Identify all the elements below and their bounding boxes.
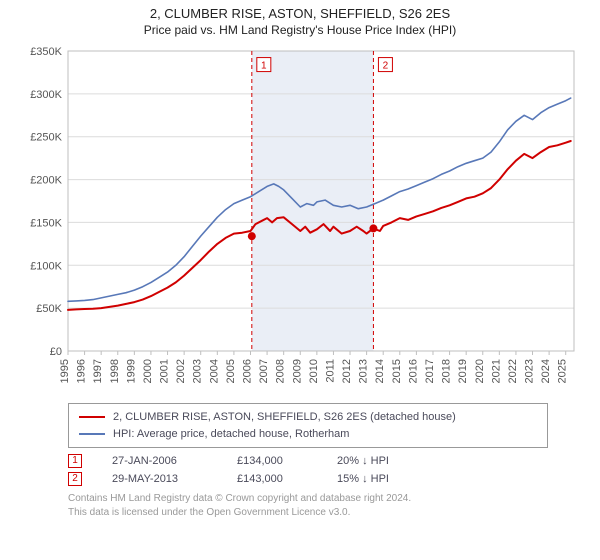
- svg-text:2009: 2009: [291, 359, 303, 383]
- svg-text:£150K: £150K: [30, 217, 62, 229]
- svg-text:2008: 2008: [275, 359, 287, 383]
- svg-text:£350K: £350K: [30, 46, 62, 58]
- svg-text:2004: 2004: [208, 359, 220, 383]
- sale-price: £134,000: [237, 455, 307, 467]
- svg-text:2023: 2023: [524, 359, 536, 383]
- sale-date: 27-JAN-2006: [112, 455, 207, 467]
- svg-text:2013: 2013: [358, 359, 370, 383]
- legend-row: HPI: Average price, detached house, Roth…: [79, 426, 537, 443]
- svg-text:2: 2: [383, 61, 389, 72]
- svg-text:£250K: £250K: [30, 132, 62, 144]
- svg-text:£200K: £200K: [30, 175, 62, 187]
- footer-attribution: Contains HM Land Registry data © Crown c…: [68, 492, 582, 519]
- svg-text:2003: 2003: [192, 359, 204, 383]
- svg-text:2016: 2016: [407, 359, 419, 383]
- legend-swatch: [79, 416, 105, 418]
- chart-subtitle: Price paid vs. HM Land Registry's House …: [18, 23, 582, 37]
- chart-container: 2, CLUMBER RISE, ASTON, SHEFFIELD, S26 2…: [0, 0, 600, 519]
- sale-delta: 20% ↓ HPI: [337, 455, 427, 467]
- sale-marker: 2: [68, 472, 82, 486]
- svg-text:1997: 1997: [92, 359, 104, 383]
- footer-line1: Contains HM Land Registry data © Crown c…: [68, 492, 582, 506]
- svg-text:£0: £0: [50, 346, 62, 358]
- legend-row: 2, CLUMBER RISE, ASTON, SHEFFIELD, S26 2…: [79, 409, 537, 426]
- sale-row: 2 29-MAY-2013 £143,000 15% ↓ HPI: [68, 472, 582, 486]
- svg-text:2007: 2007: [258, 359, 270, 383]
- svg-text:2020: 2020: [474, 359, 486, 383]
- svg-text:2015: 2015: [391, 359, 403, 383]
- chart-title: 2, CLUMBER RISE, ASTON, SHEFFIELD, S26 2…: [18, 6, 582, 21]
- svg-text:2000: 2000: [142, 359, 154, 383]
- svg-text:2010: 2010: [308, 359, 320, 383]
- sale-date: 29-MAY-2013: [112, 473, 207, 485]
- svg-text:2022: 2022: [507, 359, 519, 383]
- svg-text:2024: 2024: [540, 359, 552, 383]
- svg-text:2017: 2017: [424, 359, 436, 383]
- svg-text:1998: 1998: [109, 359, 121, 383]
- svg-text:2021: 2021: [490, 359, 502, 383]
- svg-text:1: 1: [261, 61, 267, 72]
- sale-price: £143,000: [237, 473, 307, 485]
- sales-table: 1 27-JAN-2006 £134,000 20% ↓ HPI 2 29-MAY-201…: [68, 454, 582, 486]
- svg-text:1996: 1996: [76, 359, 88, 383]
- legend-swatch: [79, 433, 105, 435]
- svg-text:2025: 2025: [557, 359, 569, 383]
- svg-text:2014: 2014: [374, 359, 386, 383]
- svg-text:2011: 2011: [324, 359, 336, 383]
- svg-text:1995: 1995: [59, 359, 71, 383]
- svg-text:2001: 2001: [159, 359, 171, 383]
- svg-text:2002: 2002: [175, 359, 187, 383]
- legend-label: HPI: Average price, detached house, Roth…: [113, 426, 349, 443]
- svg-text:£300K: £300K: [30, 89, 62, 101]
- svg-text:1999: 1999: [125, 359, 137, 383]
- sale-marker: 1: [68, 454, 82, 468]
- svg-text:2005: 2005: [225, 359, 237, 383]
- sale-row: 1 27-JAN-2006 £134,000 20% ↓ HPI: [68, 454, 582, 468]
- legend-label: 2, CLUMBER RISE, ASTON, SHEFFIELD, S26 2…: [113, 409, 456, 426]
- sale-delta: 15% ↓ HPI: [337, 473, 427, 485]
- svg-text:£100K: £100K: [30, 260, 62, 272]
- svg-text:2019: 2019: [457, 359, 469, 383]
- svg-text:£50K: £50K: [36, 303, 62, 315]
- chart-plot: £0 £50K £100K £150K £200K £250K £300K £350K 1995…: [18, 43, 582, 399]
- svg-text:2018: 2018: [441, 359, 453, 383]
- svg-text:2012: 2012: [341, 359, 353, 383]
- footer-line2: This data is licensed under the Open Gov…: [68, 506, 582, 520]
- legend: 2, CLUMBER RISE, ASTON, SHEFFIELD, S26 2…: [68, 403, 548, 448]
- svg-text:2006: 2006: [241, 359, 253, 383]
